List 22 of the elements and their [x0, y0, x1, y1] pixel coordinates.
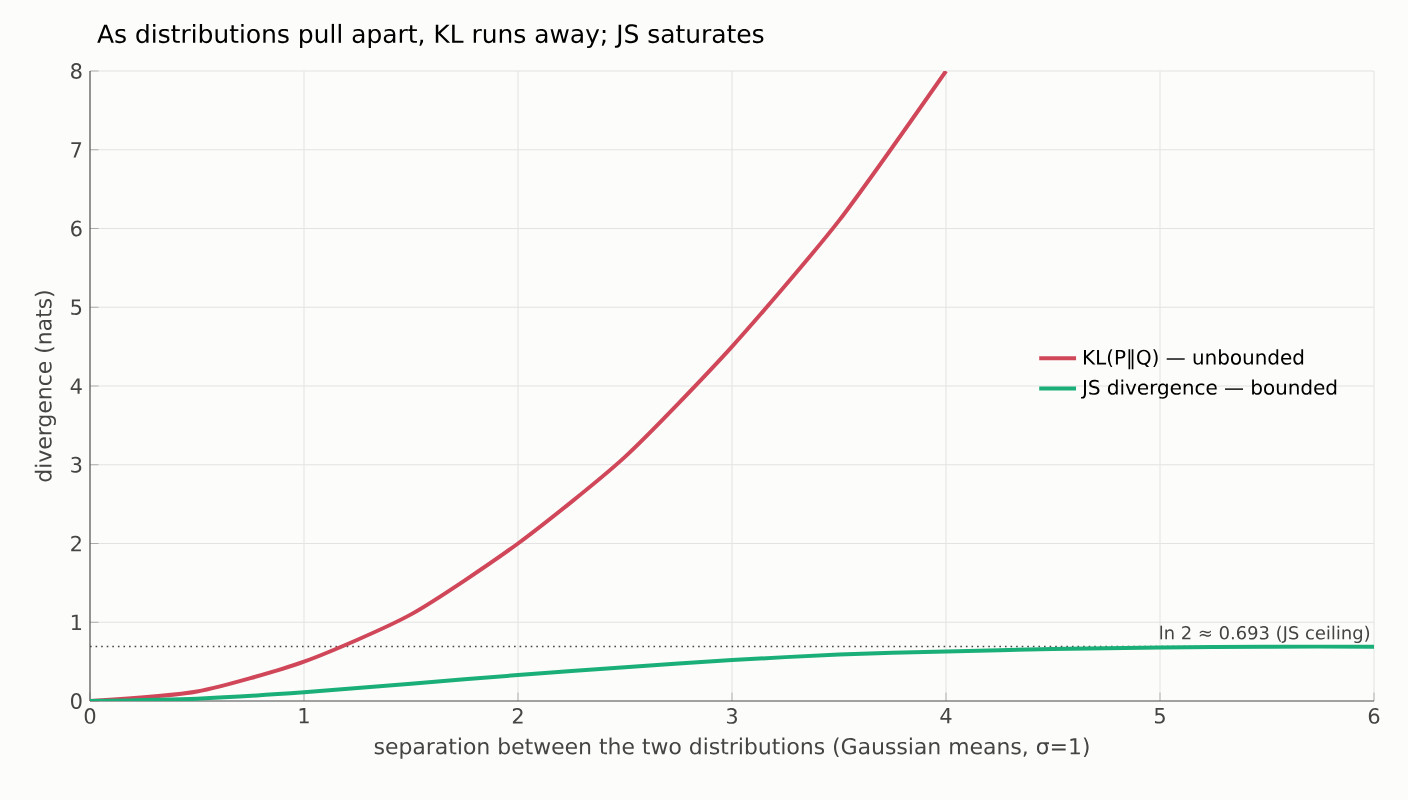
x-tick-label: 3: [726, 708, 737, 724]
x-tick-label: 0: [84, 708, 96, 724]
y-tick-label: 1: [71, 614, 82, 630]
y-tick-label: 0: [71, 693, 82, 709]
x-tick-label: 1: [299, 708, 309, 724]
x-tick-label: 4: [940, 708, 952, 724]
legend-label: KL(P‖Q) — unbounded: [1084, 349, 1304, 370]
legend-label: JS divergence — bounded: [1081, 379, 1337, 399]
y-tick-label: 3: [71, 456, 82, 473]
y-tick-label: 6: [71, 220, 82, 237]
x-axis-title: separation between the two distributions (Gaussian means, σ=1): [374, 737, 1089, 759]
y-axis-title: divergence (nats): [34, 291, 56, 482]
x-tick-label: 5: [1154, 708, 1165, 724]
y-tick-label: 5: [71, 299, 82, 316]
y-tick-label: 4: [70, 378, 82, 394]
y-tick-label: 7: [71, 142, 82, 158]
chart-title: As distributions pull apart, KL runs away; JS saturates: [97, 23, 764, 49]
y-tick-label: 2: [71, 535, 81, 552]
ref-line-label: ln 2 ≈ 0.693 (JS ceiling): [1160, 625, 1370, 644]
y-tick-label: 8: [71, 63, 82, 79]
x-tick-label: 2: [512, 708, 523, 724]
x-tick-label: 6: [1368, 708, 1380, 724]
